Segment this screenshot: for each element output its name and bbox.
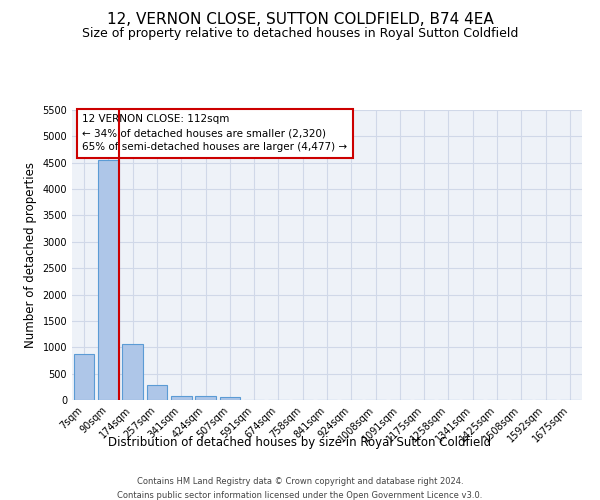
- Text: Contains HM Land Registry data © Crown copyright and database right 2024.
Contai: Contains HM Land Registry data © Crown c…: [118, 478, 482, 500]
- Text: Distribution of detached houses by size in Royal Sutton Coldfield: Distribution of detached houses by size …: [109, 436, 491, 449]
- Bar: [171, 396, 191, 400]
- Bar: [220, 397, 240, 400]
- Y-axis label: Number of detached properties: Number of detached properties: [24, 162, 37, 348]
- Bar: [74, 354, 94, 400]
- Text: 12 VERNON CLOSE: 112sqm
← 34% of detached houses are smaller (2,320)
65% of semi: 12 VERNON CLOSE: 112sqm ← 34% of detache…: [82, 114, 347, 152]
- Bar: [122, 344, 143, 400]
- Text: 12, VERNON CLOSE, SUTTON COLDFIELD, B74 4EA: 12, VERNON CLOSE, SUTTON COLDFIELD, B74 …: [107, 12, 493, 28]
- Bar: [146, 384, 167, 400]
- Bar: [98, 160, 119, 400]
- Text: Size of property relative to detached houses in Royal Sutton Coldfield: Size of property relative to detached ho…: [82, 28, 518, 40]
- Bar: [195, 396, 216, 400]
